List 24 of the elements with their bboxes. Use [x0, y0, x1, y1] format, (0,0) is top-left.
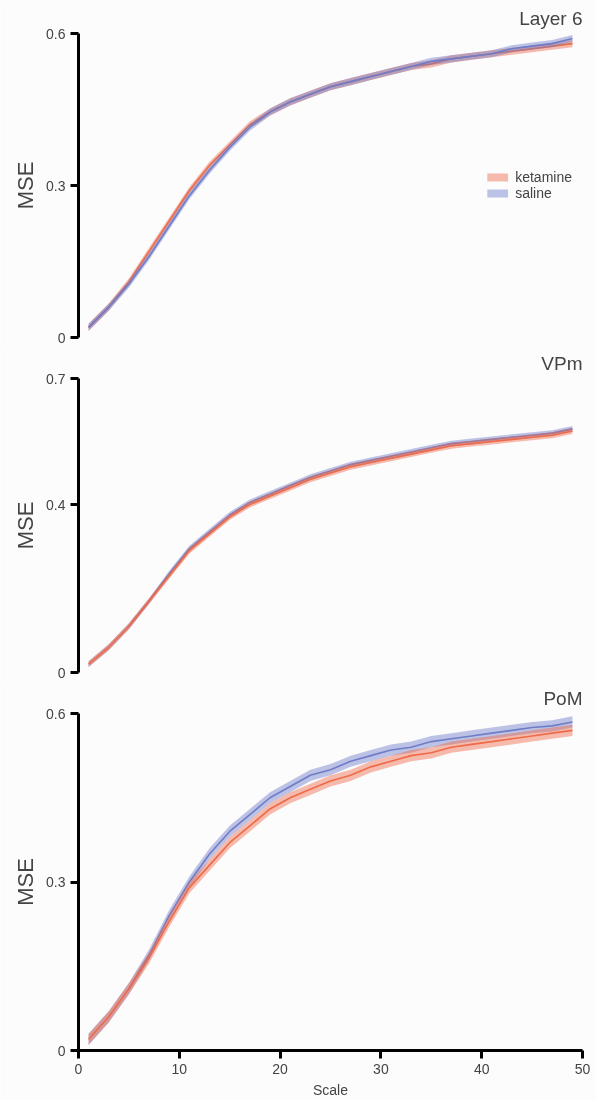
legend-label: saline	[515, 185, 552, 201]
y-tick-label: 0.6	[46, 25, 66, 42]
y-tick-label: 0	[57, 329, 66, 346]
chart-title: PoM	[543, 687, 583, 709]
x-axis-title: Scale	[312, 1081, 349, 1098]
y-tick-label: 0.3	[46, 874, 66, 890]
legend-label: ketamine	[515, 169, 572, 185]
x-tick-label: 10	[171, 1060, 188, 1077]
y-tick-label: 0	[57, 664, 66, 681]
x-tick-label: 40	[473, 1060, 490, 1077]
y-axis-title: MSE	[13, 858, 39, 906]
y-tick-label: 0.6	[46, 705, 66, 722]
y-tick-label: 0.3	[46, 177, 66, 194]
x-tick-label: 0	[74, 1060, 83, 1077]
y-tick-label: 0.4	[46, 496, 66, 513]
x-tick-label: 50	[574, 1060, 591, 1077]
y-axis-title: MSE	[13, 161, 39, 210]
y-tick-label: 0.7	[46, 370, 66, 387]
x-tick-label: 20	[272, 1060, 289, 1077]
chart-title: Layer 6	[519, 7, 583, 29]
y-axis-title: MSE	[13, 501, 39, 550]
y-tick-label: 0	[57, 1042, 66, 1059]
x-tick-label: 30	[373, 1060, 389, 1077]
chart-title: VPm	[541, 352, 583, 374]
